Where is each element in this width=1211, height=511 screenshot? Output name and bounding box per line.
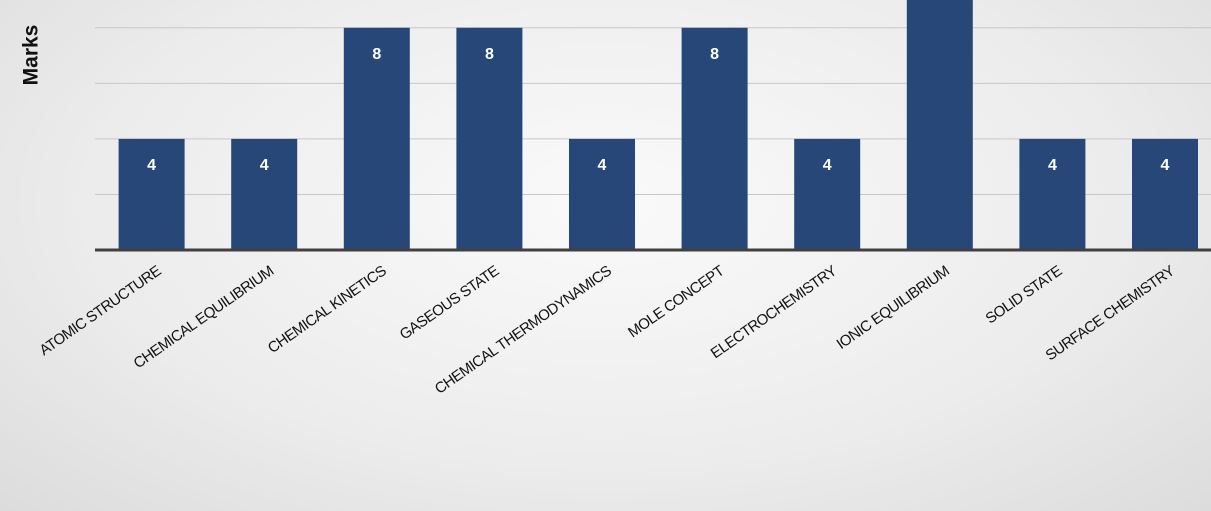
bar	[681, 27, 748, 251]
data-label: 4	[1048, 157, 1057, 174]
x-tick-label: IONIC EQUILIBRIUM	[834, 263, 953, 353]
data-label: 4	[598, 157, 607, 174]
bar	[794, 138, 861, 250]
data-label: 4	[260, 157, 269, 174]
x-tick-label: CHEMICAL KINETICS	[265, 262, 390, 357]
bar	[231, 138, 298, 250]
bar	[1132, 138, 1198, 250]
data-label: 8	[710, 46, 719, 63]
x-tick-label: ELECTROCHEMISTRY	[708, 262, 841, 362]
bar	[343, 27, 410, 251]
data-label: 4	[147, 157, 156, 174]
y-axis-title: Marks	[20, 25, 43, 86]
x-tick-label: GASEOUS STATE	[397, 262, 503, 343]
bar	[456, 27, 523, 251]
x-tick-label: CHEMICAL THERMODYNAMICS	[432, 262, 615, 397]
data-label: 8	[372, 46, 381, 63]
bar	[1019, 138, 1086, 250]
data-label: 4	[823, 157, 832, 174]
data-label: 4	[1161, 157, 1170, 174]
x-tick-label: SOLID STATE	[983, 262, 1066, 327]
bar	[118, 138, 185, 250]
bar	[906, 0, 973, 251]
x-tick-label: ATOMIC STRUCTURE	[36, 262, 164, 359]
bar	[569, 138, 635, 250]
data-label: 8	[485, 46, 494, 63]
x-tick-label: MOLE CONCEPT	[625, 262, 728, 341]
